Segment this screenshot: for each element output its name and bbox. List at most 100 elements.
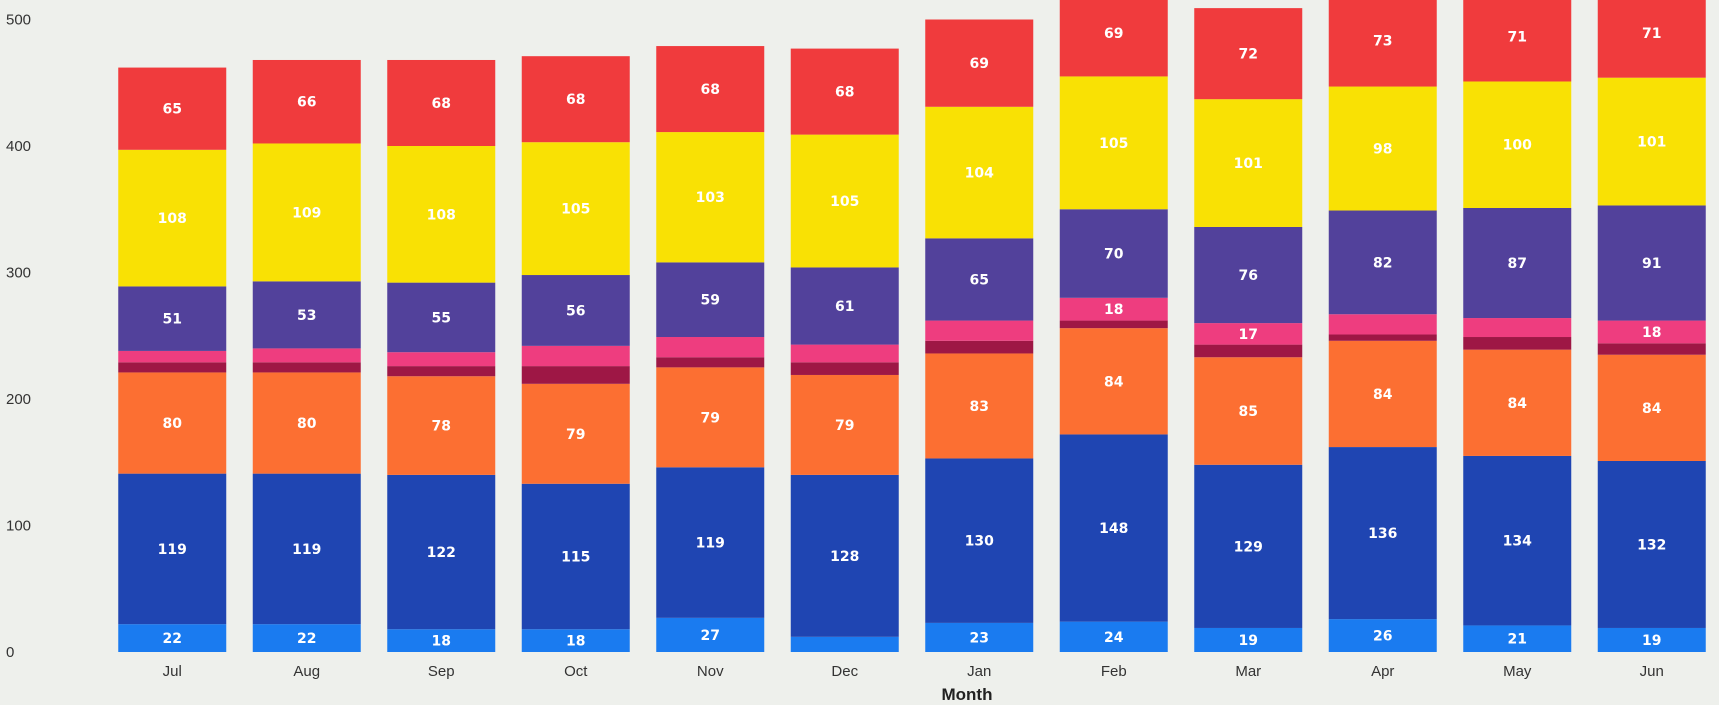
bar-segment (656, 467, 765, 618)
data-label: 71 (1508, 30, 1527, 46)
x-tick-label: May (1503, 663, 1532, 680)
bar-segment (1328, 210, 1437, 315)
bar-segment (118, 473, 227, 625)
bar-segment (1059, 209, 1168, 298)
bar-segment (790, 374, 899, 475)
bar-segment (118, 350, 227, 363)
bar-segment (1597, 205, 1706, 321)
bar-segment (1059, 76, 1168, 210)
x-axis-title: Month (942, 685, 993, 704)
x-tick-label: Mar (1235, 663, 1261, 680)
data-label: 101 (1234, 156, 1263, 172)
data-label: 84 (1642, 401, 1662, 417)
data-label: 136 (1368, 526, 1397, 542)
bar-segment (252, 624, 361, 652)
x-tick-label: Jan (967, 663, 991, 680)
bar-segment (925, 340, 1034, 354)
data-label: 128 (830, 549, 859, 565)
bar-segment (1194, 99, 1303, 227)
data-label: 91 (1642, 256, 1661, 272)
bar-segment (387, 629, 496, 652)
y-tick-label: 200 (6, 391, 31, 408)
data-label: 65 (970, 272, 989, 288)
bar-segment (790, 474, 899, 637)
data-label: 18 (566, 634, 585, 650)
bar-segment (1328, 86, 1437, 211)
y-tick-label: 400 (6, 138, 31, 155)
data-label: 79 (835, 418, 854, 434)
bar-segment (1463, 455, 1572, 626)
data-label: 122 (427, 545, 456, 561)
bar-segment (118, 624, 227, 652)
bar-segment (252, 281, 361, 349)
bar-segment (1463, 349, 1572, 456)
bar-segment (1463, 625, 1572, 652)
data-label: 119 (292, 542, 321, 558)
bar-segment (656, 367, 765, 468)
data-label: 115 (561, 549, 590, 565)
data-label: 70 (1104, 247, 1124, 263)
bar-segment (656, 337, 765, 358)
data-label: 134 (1503, 534, 1532, 550)
data-label: 68 (701, 82, 720, 98)
data-label: 71 (1642, 26, 1661, 42)
y-tick-label: 0 (6, 644, 14, 661)
bar-segment (118, 67, 227, 150)
bar-segment (521, 366, 630, 384)
data-label: 61 (835, 299, 854, 315)
bar-segment (925, 19, 1034, 107)
bar-segment (1328, 314, 1437, 335)
y-tick-label: 100 (6, 518, 31, 535)
bar-segment (252, 372, 361, 474)
bar-segment (521, 629, 630, 652)
bar-segment (925, 622, 1034, 652)
bar-segment (925, 353, 1034, 459)
data-label: 84 (1508, 396, 1528, 412)
data-label: 59 (701, 293, 720, 309)
x-tick-label: Aug (293, 663, 320, 680)
bar-segment (1059, 434, 1168, 622)
data-label: 79 (701, 410, 720, 426)
bar-segment (387, 59, 496, 147)
data-label: 132 (1637, 537, 1666, 553)
bar-segment (1194, 323, 1303, 345)
data-label: 72 (1239, 47, 1258, 63)
bar-segment (656, 46, 765, 133)
data-label: 22 (297, 631, 316, 647)
data-label: 108 (427, 207, 456, 223)
bar-segment (1328, 340, 1437, 448)
x-tick-label: Apr (1371, 663, 1394, 680)
data-label: 129 (1234, 539, 1263, 555)
data-label: 76 (1239, 268, 1258, 284)
data-label: 119 (696, 536, 725, 552)
bar-segment (790, 134, 899, 268)
bar-segment (1194, 464, 1303, 628)
bar-segment (1059, 621, 1168, 652)
bar-segment (1597, 0, 1706, 78)
data-label: 26 (1373, 629, 1392, 645)
data-label: 105 (830, 194, 859, 210)
bar-segment (1597, 627, 1706, 652)
data-label: 83 (970, 399, 989, 415)
x-tick-label: Jun (1640, 663, 1664, 680)
bar-segment (1059, 328, 1168, 435)
data-label: 148 (1099, 521, 1128, 537)
data-label: 84 (1373, 387, 1393, 403)
bar-segment (252, 362, 361, 373)
data-label: 19 (1239, 633, 1258, 649)
bar-segment (656, 262, 765, 338)
data-label: 104 (965, 166, 994, 182)
bar-segment (387, 146, 496, 283)
data-label: 100 (1503, 138, 1532, 154)
bar-segment (387, 376, 496, 475)
bar-segment (118, 149, 227, 287)
data-label: 18 (1104, 302, 1123, 318)
data-label: 85 (1239, 404, 1258, 420)
data-label: 68 (566, 92, 585, 108)
bar-segment (656, 617, 765, 652)
bar-segment (1059, 297, 1168, 321)
data-label: 19 (1642, 633, 1661, 649)
data-label: 87 (1508, 256, 1527, 272)
data-label: 18 (1642, 325, 1661, 341)
